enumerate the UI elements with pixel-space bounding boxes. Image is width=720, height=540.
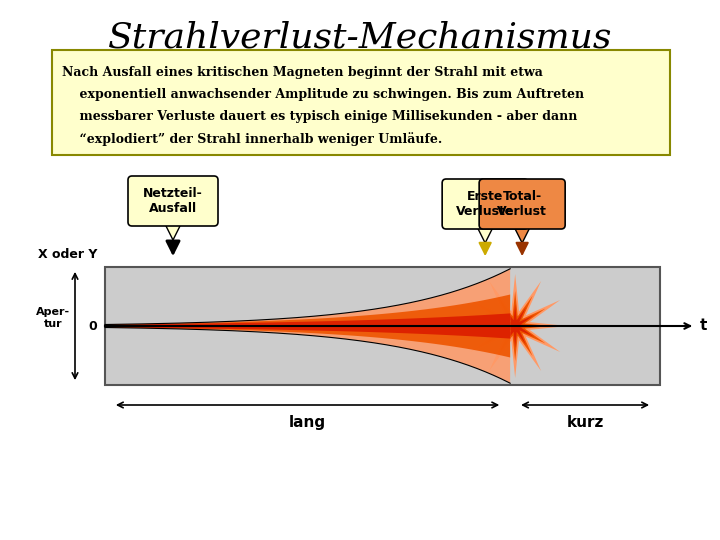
FancyBboxPatch shape <box>52 50 670 155</box>
Polygon shape <box>105 294 510 357</box>
Text: Total-
Verlust: Total- Verlust <box>498 190 547 218</box>
Polygon shape <box>463 274 567 378</box>
Polygon shape <box>480 291 550 361</box>
FancyBboxPatch shape <box>128 176 218 226</box>
Text: exponentiell anwachsender Amplitude zu schwingen. Bis zum Auftreten: exponentiell anwachsender Amplitude zu s… <box>62 88 584 101</box>
Text: Nach Ausfall eines kritischen Magneten beginnt der Strahl mit etwa: Nach Ausfall eines kritischen Magneten b… <box>62 66 543 79</box>
Bar <box>105 267 660 385</box>
Polygon shape <box>475 223 495 243</box>
Text: lang: lang <box>289 415 326 430</box>
Polygon shape <box>512 223 532 243</box>
Text: Strahlverlust-Mechanismus: Strahlverlust-Mechanismus <box>108 21 612 55</box>
FancyBboxPatch shape <box>442 179 528 229</box>
Polygon shape <box>493 304 537 348</box>
Polygon shape <box>105 313 510 339</box>
Text: kurz: kurz <box>567 415 604 430</box>
Text: messbarer Verluste dauert es typisch einige Millisekunden - aber dann: messbarer Verluste dauert es typisch ein… <box>62 110 577 123</box>
Text: “explodiert” der Strahl innerhalb weniger Umläufe.: “explodiert” der Strahl innerhalb wenige… <box>62 132 442 146</box>
Text: Netzteil-
Ausfall: Netzteil- Ausfall <box>143 187 203 215</box>
Polygon shape <box>163 220 183 240</box>
Text: X oder Y: X oder Y <box>37 248 97 261</box>
Text: Aper-
tur: Aper- tur <box>36 307 70 329</box>
Text: Erste
Verluste: Erste Verluste <box>456 190 514 218</box>
Text: t: t <box>700 319 707 334</box>
Text: 0: 0 <box>89 320 97 333</box>
FancyBboxPatch shape <box>479 179 565 229</box>
Polygon shape <box>105 269 510 383</box>
